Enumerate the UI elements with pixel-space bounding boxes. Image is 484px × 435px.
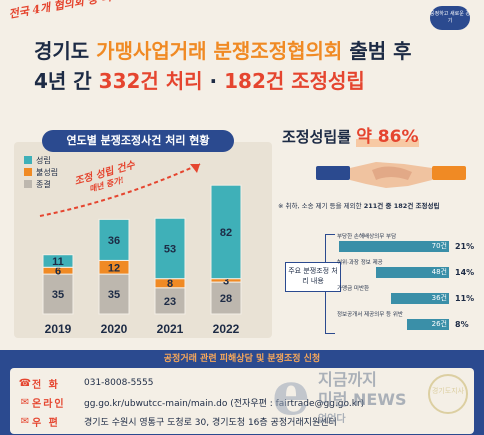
headline-years: 4년 간 [34, 69, 92, 93]
legend-item-failed: 불성립 [24, 166, 58, 178]
bar-value-label: 6 [55, 266, 61, 278]
rate-value: 약 86% [356, 127, 419, 147]
rate-label: 조정성립률 [282, 128, 352, 146]
detail-label: 주요 분쟁조정 처리 내용 [285, 262, 341, 292]
chart-legend: 성립 불성립 종결 [24, 154, 58, 190]
contact-card [10, 368, 474, 434]
bar-value-label: 36 [108, 235, 120, 247]
phone-label: 전 화 [32, 379, 60, 391]
detail-item-name: 허위·과장 정보 제공 [337, 260, 383, 266]
rate-note: ※ 취하, 소송 제기 등을 제외한 211건 중 182건 조정성립 [278, 200, 482, 210]
x-tick-label: 2022 [213, 322, 240, 336]
bar-value-label: 35 [108, 289, 120, 301]
legend-item-established: 성립 [24, 154, 58, 166]
contact-phone: ☎ 전 화 031-8008-5555 [18, 374, 154, 392]
bar-value-label: 3 [223, 275, 229, 287]
detail-item: 가맹금 미반환 36건 11% [337, 284, 477, 308]
web-icon: ✉ [20, 396, 30, 408]
stacked-bar-chart: 35 611 2019 35 12 36 2020 23 8 53 2021 28 3 82 2022 [39, 163, 242, 336]
mail-icon: ✉ [20, 415, 30, 427]
bar-segment-2022-0 [210, 281, 242, 315]
detail-item-pct: 11% [455, 294, 475, 303]
headline-part1: 경기도 [34, 39, 90, 63]
x-tick-label: 2019 [45, 322, 72, 336]
gyeonggi-logo: 공정하고 새로운 경기 [430, 6, 470, 30]
contact-mail: ✉ 우 편 경기도 수원시 영통구 도청로 30, 경기도청 16층 공정거래지… [18, 412, 337, 430]
legend-label-established: 성립 [36, 155, 51, 165]
detail-item-bar: 36건 [391, 293, 449, 304]
online-value[interactable]: gg.go.kr/ubwutcc-main/main.do (전자우편 : fa… [84, 398, 365, 409]
detail-item-track: 26건 [337, 319, 449, 330]
bar-segment-2020-2 [98, 218, 130, 261]
detail-item: 정보공개서 제공의무 등 위반 26건 8% [337, 310, 477, 334]
chart-title: 연도별 분쟁조정사건 처리 현황 [42, 130, 234, 152]
dispute-details: 주요 분쟁조정 처리 내용 부당한 손해배상의무 부담 70건 21% 허위·과… [285, 230, 477, 338]
footer-title: 공정거래 관련 피해상담 및 분쟁조정 신청 [163, 354, 321, 364]
headline-settled: 182건 조정성립 [224, 69, 365, 93]
bar-value-label: 11 [52, 256, 64, 268]
mail-value: 경기도 수원시 영통구 도청로 30, 경기도청 16층 공정거래지원센터 [84, 417, 337, 428]
headline: 경기도 가맹사업거래 분쟁조정협의회 출범 후 4년 간 332건 처리 · 1… [34, 36, 454, 96]
detail-item-bar: 26건 [407, 319, 449, 330]
headline-dot: · [209, 69, 218, 93]
watermark-line1: 지금까지 [318, 370, 377, 389]
headline-cases: 332건 처리 [98, 69, 203, 93]
detail-item: 부당한 손해배상의무 부담 70건 21% [337, 232, 477, 256]
bar-segment-2021-2 [154, 217, 186, 280]
rate-note-prefix: ※ 취하, 소송 제기 등을 제외한 [278, 202, 362, 210]
bar-value-label: 82 [220, 227, 232, 239]
legend-label-failed: 불성립 [36, 167, 59, 177]
watermark-badge: 경기도지사 [428, 374, 468, 414]
detail-item-name: 부당한 손해배상의무 부담 [337, 234, 397, 240]
headline-org: 가맹사업거래 분쟁조정협의회 [96, 39, 343, 63]
headline-part2: 출범 후 [349, 39, 412, 63]
bar-value-label: 12 [108, 262, 120, 274]
legend-swatch-closed [24, 180, 32, 188]
bar-value-label: 28 [220, 293, 232, 305]
legend-swatch-failed [24, 168, 32, 176]
detail-item-bar: 48건 [375, 267, 449, 278]
bar-segment-2019-0 [42, 273, 74, 315]
x-tick-label: 2020 [101, 322, 128, 336]
bar-value-label: 35 [52, 289, 64, 301]
detail-item-track: 36건 [337, 293, 449, 304]
detail-item-pct: 21% [455, 242, 475, 251]
detail-item-track: 48건 [337, 267, 449, 278]
detail-item: 허위·과장 정보 제공 48건 14% [337, 258, 477, 282]
watermark: e 지금까지 미런 NEWS 없었다 경기도지사 [272, 360, 482, 430]
rate-note-bold: 211건 중 182건 조정성립 [363, 202, 440, 210]
detail-item-name: 정보공개서 제공의무 등 위반 [337, 312, 403, 318]
settlement-rate: 조정성립률 약 86% [282, 122, 478, 150]
legend-label-closed: 종결 [36, 179, 51, 189]
kicker-text: 전국 4개 협의회 중 최고 수준! [7, 0, 151, 22]
bar-segment-2021-0 [154, 287, 186, 315]
online-label: 온라인 [32, 398, 66, 410]
chart-panel: 35 6 11 2019 35 12 36 2020 23 8 53 2021 28 3 82 2022 연도… [0, 130, 272, 340]
detail-item-name: 가맹금 미반환 [337, 286, 370, 292]
handshake-icon [316, 162, 466, 188]
detail-item-bar: 70건 [339, 241, 449, 252]
watermark-text: 지금까지 미런 NEWS 없었다 [318, 370, 407, 430]
detail-item-pct: 14% [455, 268, 475, 277]
trend-arrow-icon [39, 163, 201, 217]
contact-online: ✉ 온라인 gg.go.kr/ubwutcc-main/main.do (전자우… [18, 393, 364, 411]
bar-value-label: 8 [167, 278, 173, 290]
legend-swatch-established [24, 156, 32, 164]
phone-icon: ☎ [18, 377, 32, 389]
trend-arrowhead-icon [190, 164, 200, 173]
bar-segment-2020-0 [98, 273, 130, 315]
bar-segment-2019-2 [42, 254, 74, 268]
bar-value-label: 53 [164, 243, 176, 255]
bar-value-label: 23 [164, 296, 176, 308]
detail-item-pct: 8% [455, 320, 469, 329]
detail-item-track: 70건 [337, 241, 449, 252]
x-tick-label: 2021 [157, 322, 184, 336]
bar-segment-2022-2 [210, 184, 242, 280]
mail-label: 우 편 [32, 417, 60, 429]
phone-value[interactable]: 031-8008-5555 [84, 378, 154, 388]
watermark-line3: 없었다 [318, 414, 346, 425]
watermark-letter: e [272, 359, 311, 429]
watermark-line2: 미런 NEWS [318, 390, 407, 409]
legend-item-closed: 종결 [24, 178, 58, 190]
